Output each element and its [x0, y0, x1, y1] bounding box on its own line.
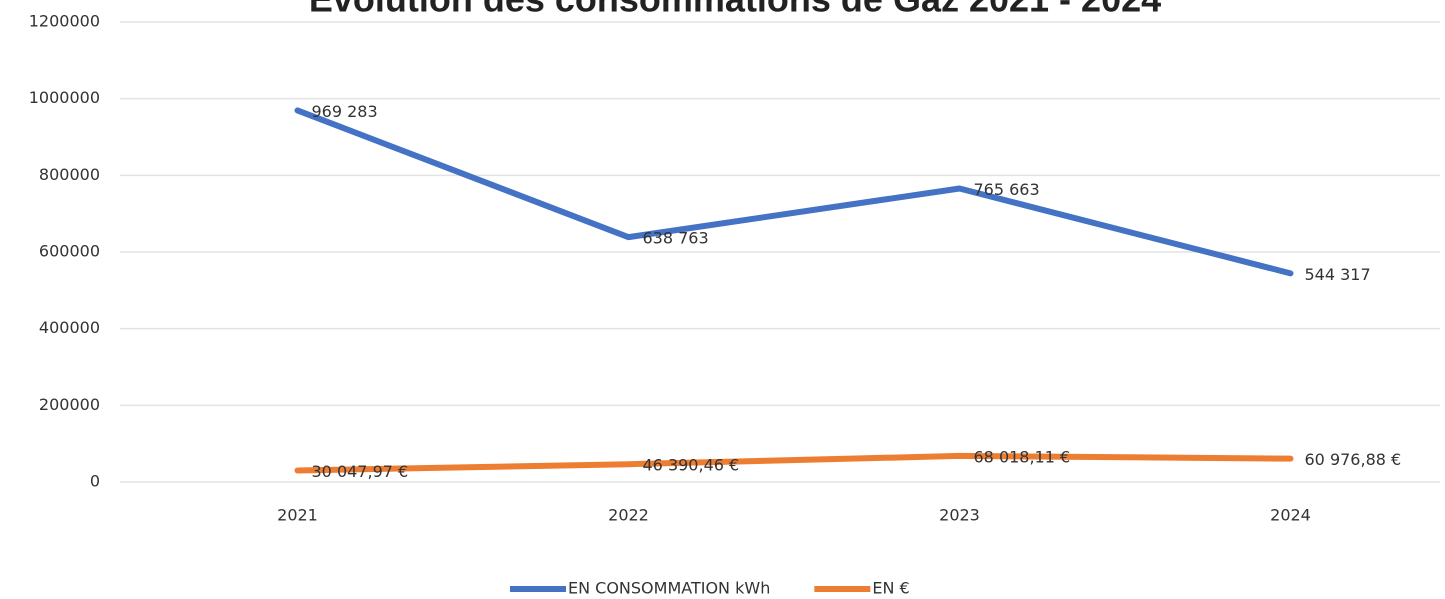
y-tick-label: 400000 [39, 318, 100, 337]
x-tick-label: 2021 [277, 506, 318, 525]
x-tick-label: 2024 [1270, 506, 1311, 525]
data-label: 30 047,97 € [312, 462, 409, 481]
x-tick-label: 2023 [939, 506, 980, 525]
data-label: 765 663 [974, 180, 1040, 199]
y-tick-label: 0 [90, 472, 100, 491]
y-tick-label: 1000000 [29, 88, 100, 107]
y-tick-label: 800000 [39, 165, 100, 184]
chart-title: Evolution des consommations de Gaz 2021 … [309, 0, 1161, 20]
data-label: 544 317 [1305, 265, 1371, 284]
series-line [294, 107, 1294, 277]
data-label: 969 283 [312, 102, 378, 121]
data-label: 68 018,11 € [974, 447, 1071, 466]
legend-label: EN € [872, 579, 909, 598]
x-tick-label: 2022 [608, 506, 649, 525]
y-tick-label: 600000 [39, 242, 100, 261]
y-tick-label: 200000 [39, 395, 100, 414]
data-label: 46 390,46 € [643, 456, 740, 475]
y-tick-label: 1200000 [29, 12, 100, 31]
data-label: 638 763 [643, 229, 709, 248]
legend-label: EN CONSOMMATION kWh [568, 579, 770, 598]
data-label: 60 976,88 € [1305, 450, 1402, 469]
series-line [294, 452, 1294, 474]
